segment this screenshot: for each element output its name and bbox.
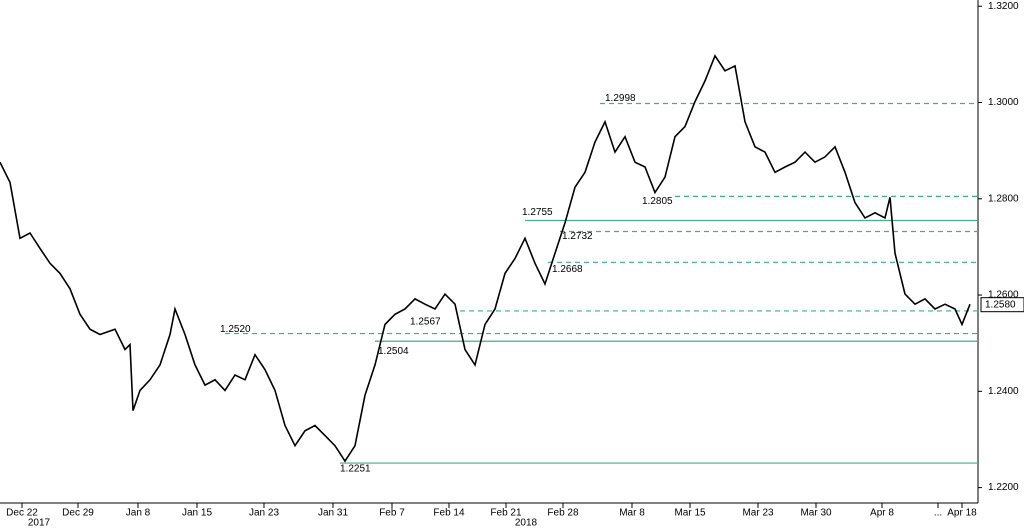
x-tick-label: Apr 18 [947,508,977,519]
level-label: 1.2251 [340,464,371,475]
year-label: 2018 [515,518,538,528]
last-price-box [980,297,1024,313]
x-tick-label: Mar 30 [800,508,832,519]
level-label: 1.2998 [605,93,636,104]
x-tick-label: Mar 8 [619,508,645,519]
x-tick-label: Dec 22 [6,508,38,519]
x-tick-label: Feb 28 [547,508,579,519]
y-tick-label: 1.2400 [988,386,1019,397]
level-label: 1.2504 [378,346,409,357]
level-label: 1.2668 [552,264,583,275]
x-tick-label: Jan 15 [182,508,212,519]
level-label: 1.2805 [642,196,673,207]
price-line [0,54,971,463]
x-tick-label: Feb 14 [433,508,465,519]
last-price-label: 1.2580 [985,299,1016,310]
level-label: 1.2755 [522,207,553,218]
x-tick-label: Feb 7 [379,508,405,519]
y-tick-label: 1.2200 [988,482,1019,493]
y-tick-label: 1.2800 [988,193,1019,204]
x-tick-label: Mar 15 [674,508,706,519]
y-tick-label: 1.2600 [988,290,1019,301]
y-tick-label: 1.3200 [988,1,1019,12]
x-tick-label: ... [934,508,942,519]
year-label: 2017 [28,518,51,528]
level-label: 1.2520 [220,324,251,335]
y-tick-label: 1.3000 [988,97,1019,108]
x-tick-label: Jan 31 [318,508,348,519]
level-label: 1.2567 [410,317,441,328]
x-tick-label: Jan 23 [249,508,279,519]
x-tick-label: Feb 21 [490,508,522,519]
x-tick-label: Jan 8 [126,508,151,519]
level-label: 1.2732 [562,231,593,242]
x-tick-label: Apr 8 [870,508,894,519]
x-tick-label: Mar 23 [742,508,774,519]
x-tick-label: Dec 29 [62,508,94,519]
